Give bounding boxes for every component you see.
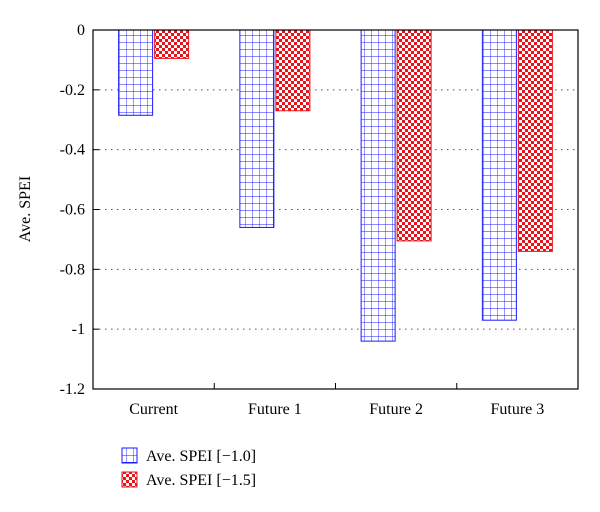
bar-spei-1-0-future-1	[239, 29, 275, 228]
y-axis-label: Ave. SPEI	[17, 176, 34, 242]
x-tick-label: Future 1	[248, 401, 302, 418]
bar-spei-1-0-future-2	[360, 29, 396, 342]
x-tick-label: Future 3	[490, 401, 544, 418]
bar-spei-1-5-future-2	[396, 29, 432, 242]
bar-spei-1-5-future-3	[517, 29, 553, 252]
y-tick-label: 0	[77, 22, 85, 39]
legend-label: Ave. SPEI [−1.5]	[146, 472, 256, 489]
bar-spei-1-0-future-3	[481, 29, 517, 321]
bars	[118, 29, 553, 342]
legend-swatch	[121, 471, 138, 488]
legend-label: Ave. SPEI [−1.0]	[146, 448, 256, 465]
y-tick-label: -1	[72, 321, 85, 338]
x-tick-label: Future 2	[369, 401, 423, 418]
legend: Ave. SPEI [−1.0] Ave. SPEI [−1.5]	[121, 447, 256, 489]
axes: 0 -0.2 -0.4 -0.6 -0.8 -1 -1.2 Current Future 1 Fu…	[60, 22, 579, 418]
y-tick-label: -0.2	[60, 82, 85, 99]
y-tick-label: -0.6	[60, 202, 85, 219]
y-tick-label: -0.8	[60, 261, 85, 278]
y-tick-label: -1.2	[60, 381, 85, 398]
legend-swatch	[121, 447, 138, 464]
bar-spei-1-5-current	[154, 29, 190, 59]
bar-spei-1-5-future-1	[275, 29, 311, 112]
x-tick-label: Current	[129, 401, 178, 418]
bar-spei-1-0-current	[118, 29, 154, 116]
y-tick-label: -0.4	[60, 142, 85, 159]
